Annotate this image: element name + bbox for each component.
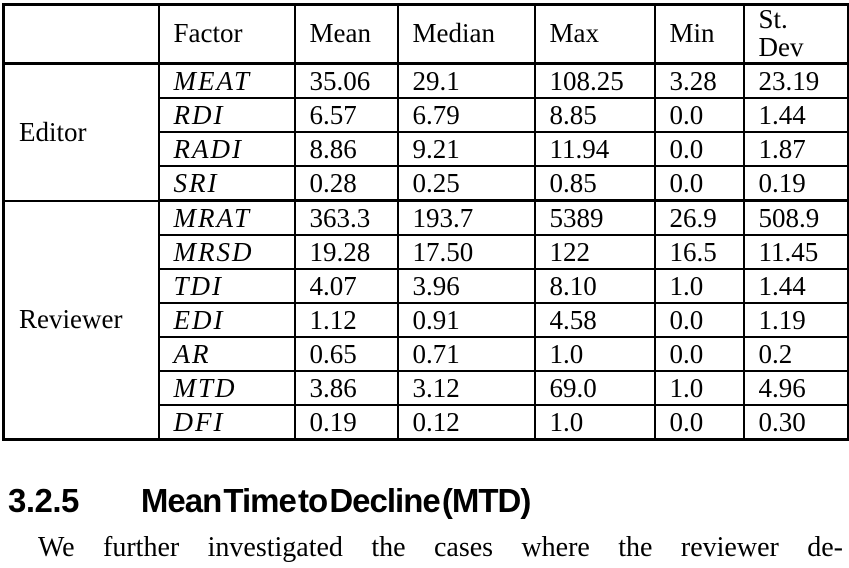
stdev-cell: 11.45 [742, 234, 849, 270]
header-cell-mean: Mean [293, 3, 399, 65]
stdev-cell: 4.96 [742, 370, 849, 406]
factor-cell: RADI [157, 131, 296, 167]
body-paragraph: We further investigated the cases where … [38, 532, 843, 563]
factor-cell: MEAT [157, 62, 296, 99]
header-cell-factor: Factor [157, 3, 296, 65]
table-row: RDI 6.57 6.79 8.85 0.0 1.44 [4, 97, 849, 133]
header-cell-min: Min [653, 3, 745, 65]
min-cell: 3.28 [653, 62, 745, 99]
min-cell: 0.0 [653, 336, 745, 372]
max-cell: 8.85 [533, 97, 656, 133]
min-cell: 26.9 [653, 199, 745, 236]
factor-cell: MRSD [157, 234, 296, 270]
factor-cell: MRAT [157, 199, 296, 236]
mean-cell: 8.86 [293, 131, 399, 167]
stdev-cell: 1.19 [742, 302, 849, 338]
median-cell: 6.79 [396, 97, 536, 133]
table-row: Reviewer MRAT 363.3 193.7 5389 26.9 508.… [2, 199, 849, 441]
median-cell: 17.50 [396, 234, 536, 270]
stdev-cell: 0.19 [742, 165, 849, 202]
mean-cell: 19.28 [293, 234, 399, 270]
max-cell: 1.0 [533, 336, 656, 372]
factor-cell: SRI [157, 165, 296, 202]
stdev-cell: 1.87 [742, 131, 849, 167]
mean-cell: 35.06 [293, 62, 399, 99]
stats-table: Factor Mean Median Max Min St. Dev Edito… [2, 3, 849, 441]
factor-cell: TDI [157, 268, 296, 304]
median-cell: 3.12 [396, 370, 536, 406]
median-cell: 9.21 [396, 131, 536, 167]
header-cell-median: Median [396, 3, 536, 65]
group-label-editor: Editor [2, 62, 160, 202]
group-editor: Editor MEAT 35.06 29.1 108.25 3.28 23.19… [2, 62, 849, 202]
min-cell: 1.0 [653, 370, 745, 406]
mean-cell: 0.65 [293, 336, 399, 372]
min-cell: 0.0 [653, 404, 745, 441]
mean-cell: 0.28 [293, 165, 399, 202]
max-cell: 11.94 [533, 131, 656, 167]
stdev-cell: 23.19 [742, 62, 849, 99]
table-row: MTD 3.86 3.12 69.0 1.0 4.96 [4, 370, 849, 406]
stats-table-container: Factor Mean Median Max Min St. Dev Edito… [2, 3, 849, 441]
stdev-cell: 1.44 [742, 97, 849, 133]
table-row: TDI 4.07 3.96 8.10 1.0 1.44 [4, 268, 849, 304]
max-cell: 8.10 [533, 268, 656, 304]
max-cell: 108.25 [533, 62, 656, 99]
mean-cell: 6.57 [293, 97, 399, 133]
mean-cell: 0.19 [293, 404, 399, 441]
factor-cell: RDI [157, 97, 296, 133]
stdev-cell: 0.30 [742, 404, 849, 441]
stdev-cell: 1.44 [742, 268, 849, 304]
section-heading: 3.2.5 Mean Time to Decline (MTD) [8, 482, 531, 519]
factor-cell: MTD [157, 370, 296, 406]
table-row: AR 0.65 0.71 1.0 0.0 0.2 [4, 336, 849, 372]
section-title: Mean Time to Decline (MTD) [140, 482, 531, 519]
factor-cell: EDI [157, 302, 296, 338]
header-cell-max: Max [533, 3, 656, 65]
max-cell: 4.58 [533, 302, 656, 338]
stdev-cell: 508.9 [742, 199, 849, 236]
median-cell: 29.1 [396, 62, 536, 99]
header-cell-stdev: St. Dev [742, 3, 849, 65]
table-row: Editor MEAT 35.06 29.1 108.25 3.28 23.19 [2, 62, 849, 202]
table-row: SRI 0.28 0.25 0.85 0.0 0.19 [4, 165, 849, 202]
max-cell: 5389 [533, 199, 656, 236]
min-cell: 1.0 [653, 268, 745, 304]
min-cell: 0.0 [653, 131, 745, 167]
max-cell: 122 [533, 234, 656, 270]
table-row: DFI 0.19 0.12 1.0 0.0 0.30 [4, 404, 849, 441]
max-cell: 0.85 [533, 165, 656, 202]
min-cell: 0.0 [653, 97, 745, 133]
table-row: MRSD 19.28 17.50 122 16.5 11.45 [4, 234, 849, 270]
table-row: EDI 1.12 0.91 4.58 0.0 1.19 [4, 302, 849, 338]
group-reviewer: Reviewer MRAT 363.3 193.7 5389 26.9 508.… [2, 199, 849, 441]
mean-cell: 1.12 [293, 302, 399, 338]
table-header-row: Factor Mean Median Max Min St. Dev [2, 3, 849, 65]
stdev-cell: 0.2 [742, 336, 849, 372]
factor-cell: DFI [157, 404, 296, 441]
max-cell: 69.0 [533, 370, 656, 406]
median-cell: 0.91 [396, 302, 536, 338]
min-cell: 0.0 [653, 302, 745, 338]
header-cell-empty [2, 3, 160, 65]
median-cell: 193.7 [396, 199, 536, 236]
min-cell: 0.0 [653, 165, 745, 202]
mean-cell: 3.86 [293, 370, 399, 406]
median-cell: 0.25 [396, 165, 536, 202]
max-cell: 1.0 [533, 404, 656, 441]
group-label-reviewer: Reviewer [2, 199, 160, 441]
section-number: 3.2.5 [8, 482, 79, 519]
mean-cell: 4.07 [293, 268, 399, 304]
table-row: RADI 8.86 9.21 11.94 0.0 1.87 [4, 131, 849, 167]
mean-cell: 363.3 [293, 199, 399, 236]
factor-cell: AR [157, 336, 296, 372]
min-cell: 16.5 [653, 234, 745, 270]
median-cell: 3.96 [396, 268, 536, 304]
median-cell: 0.12 [396, 404, 536, 441]
median-cell: 0.71 [396, 336, 536, 372]
